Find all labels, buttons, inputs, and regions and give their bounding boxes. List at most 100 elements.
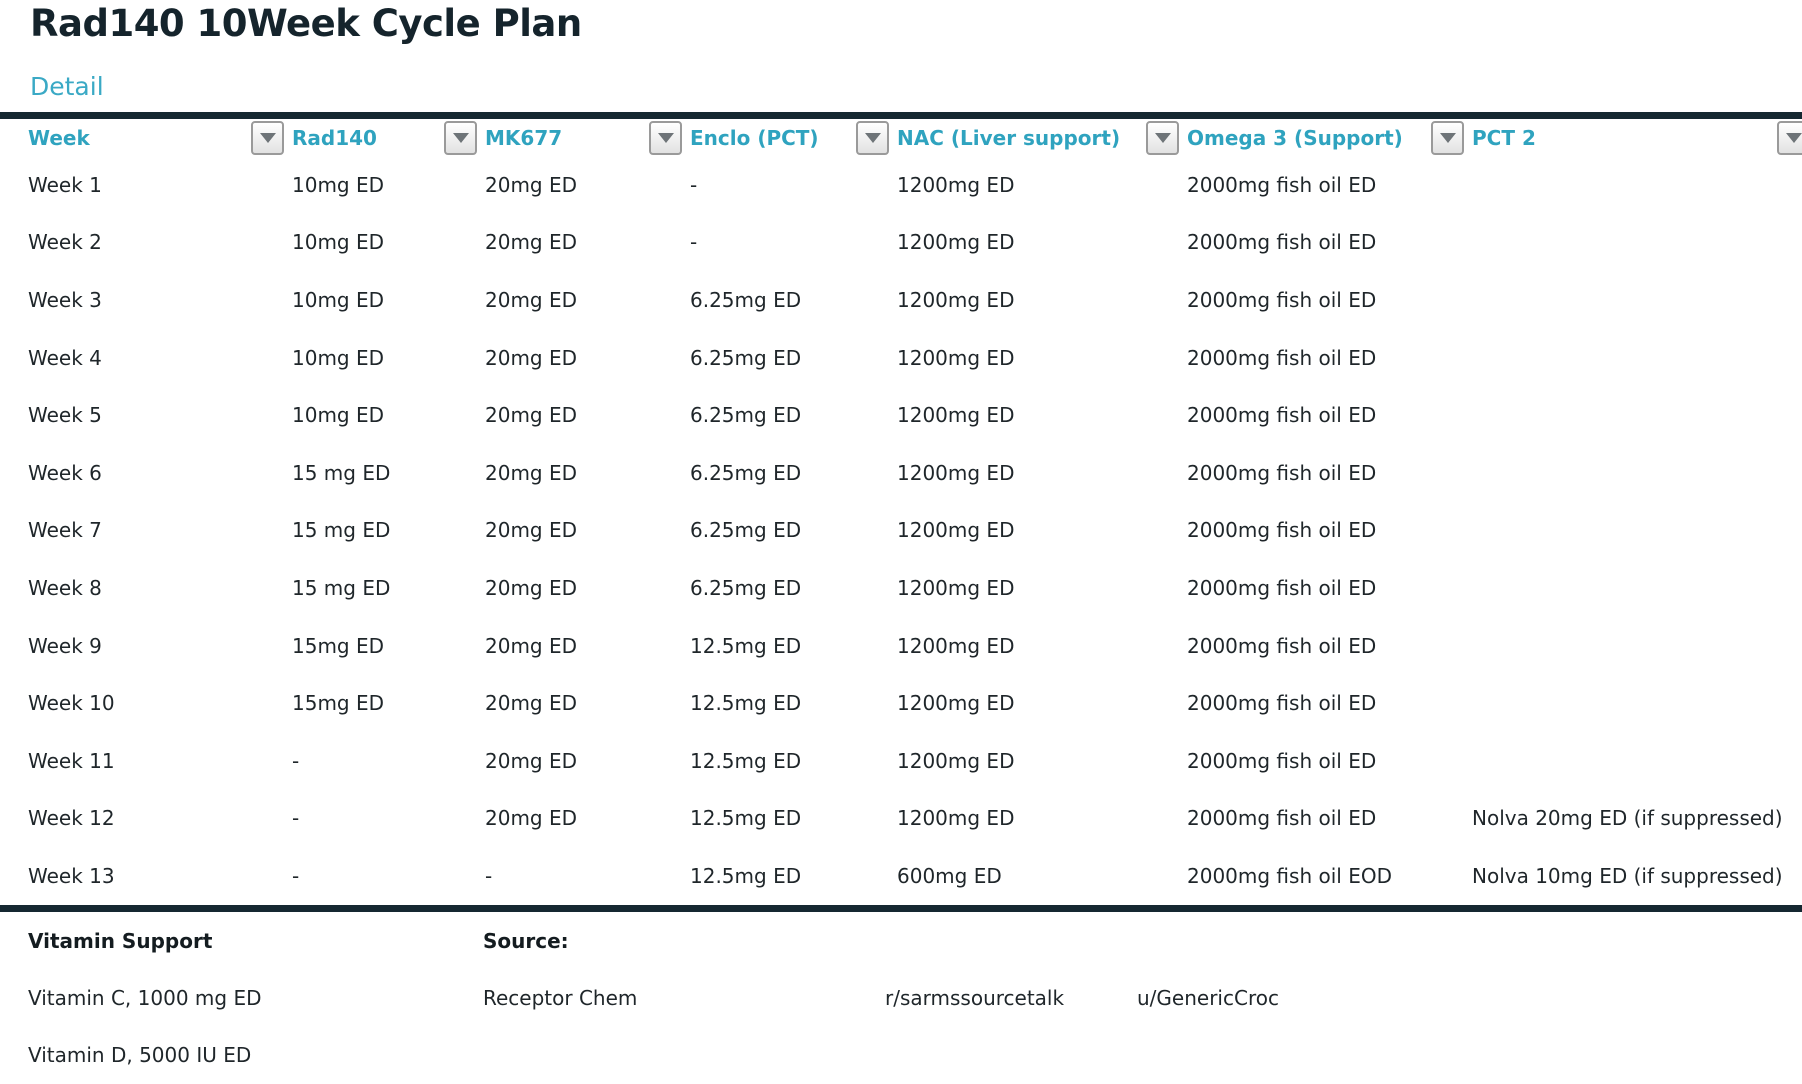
table-cell: 12.5mg ED bbox=[690, 633, 802, 658]
table-cell: Week 5 bbox=[28, 403, 102, 428]
table-cell: 600mg ED bbox=[897, 863, 1002, 888]
footer-header-row: Vitamin Support Source: bbox=[0, 912, 1802, 969]
table-cell: Week 12 bbox=[28, 806, 115, 831]
filter-dropdown-button[interactable] bbox=[649, 121, 682, 155]
table-cell: 1200mg ED bbox=[897, 748, 1015, 773]
source-heading: Source: bbox=[483, 928, 569, 953]
table-cell: Week 10 bbox=[28, 691, 115, 716]
table-cell: Week 6 bbox=[28, 460, 102, 485]
table-cell: 1200mg ED bbox=[897, 806, 1015, 831]
table-cell: 1200mg ED bbox=[897, 287, 1015, 312]
filter-dropdown-button[interactable] bbox=[856, 121, 889, 155]
footer-divider bbox=[0, 905, 1802, 912]
table-cell: 10mg ED bbox=[292, 230, 385, 255]
table-cell: 2000mg fish oil ED bbox=[1187, 691, 1377, 716]
table-cell: Week 2 bbox=[28, 230, 102, 255]
table-cell: 20mg ED bbox=[485, 633, 578, 658]
table-cell: 1200mg ED bbox=[897, 403, 1015, 428]
table-cell: 6.25mg ED bbox=[690, 460, 802, 485]
table-cell: Nolva 20mg ED (if suppressed) bbox=[1472, 806, 1783, 831]
table-cell: 20mg ED bbox=[485, 691, 578, 716]
table-cell: 6.25mg ED bbox=[690, 287, 802, 312]
vitamin-support-heading: Vitamin Support bbox=[28, 928, 213, 953]
source-user: u/GenericCroc bbox=[1137, 986, 1279, 1011]
tab-detail[interactable]: Detail bbox=[30, 72, 104, 101]
table-cell: 6.25mg ED bbox=[690, 403, 802, 428]
footer-row: Vitamin C, 1000 mg ED Receptor Chem r/sa… bbox=[0, 969, 1802, 1026]
table-body: Week 1 10mg ED 20mg ED - 1200mg ED 2000mg fis… bbox=[0, 156, 1802, 905]
table-cell: 2000mg fish oil ED bbox=[1187, 575, 1377, 600]
column-header-label: Omega 3 (Support) bbox=[1187, 126, 1403, 150]
table-cell: Week 7 bbox=[28, 518, 102, 543]
column-header-label: MK677 bbox=[485, 126, 563, 150]
table-cell: 2000mg fish oil ED bbox=[1187, 806, 1377, 831]
table-cell: 1200mg ED bbox=[897, 345, 1015, 370]
table-cell: 6.25mg ED bbox=[690, 518, 802, 543]
table-header-row: Week Rad140 MK677 Enclo (PCT) NAC (Liver sup… bbox=[0, 119, 1802, 157]
footer-section: Vitamin Support Source: Vitamin C, 1000 … bbox=[0, 912, 1802, 1084]
table-cell: 20mg ED bbox=[485, 460, 578, 485]
table-row: Week 13 - - 12.5mg ED 600mg ED 2000mg fish oi… bbox=[0, 847, 1802, 905]
column-header-rad140: Rad140 bbox=[292, 119, 485, 157]
column-header-label: Rad140 bbox=[292, 126, 377, 150]
filter-dropdown-button[interactable] bbox=[1777, 121, 1802, 155]
table-cell: - bbox=[485, 863, 493, 888]
source-name: Receptor Chem bbox=[483, 986, 638, 1011]
table-cell: 15 mg ED bbox=[292, 518, 391, 543]
table-cell: 1200mg ED bbox=[897, 518, 1015, 543]
table-cell: 10mg ED bbox=[292, 287, 385, 312]
table-cell: - bbox=[292, 806, 300, 831]
chevron-down-icon bbox=[864, 133, 881, 143]
table-cell: - bbox=[292, 863, 300, 888]
table-cell: Nolva 10mg ED (if suppressed) bbox=[1472, 863, 1783, 888]
table-cell: 20mg ED bbox=[485, 575, 578, 600]
table-cell: - bbox=[690, 230, 698, 255]
table-cell: 10mg ED bbox=[292, 345, 385, 370]
chevron-down-icon bbox=[259, 133, 276, 143]
table-cell: 2000mg fish oil ED bbox=[1187, 633, 1377, 658]
header-divider bbox=[0, 112, 1802, 119]
table-cell: 12.5mg ED bbox=[690, 863, 802, 888]
table-cell: 2000mg fish oil ED bbox=[1187, 460, 1377, 485]
column-header-nac-liver-support: NAC (Liver support) bbox=[897, 119, 1187, 157]
filter-dropdown-button[interactable] bbox=[1146, 121, 1179, 155]
column-header-omega-3-support: Omega 3 (Support) bbox=[1187, 119, 1472, 157]
table-cell: 20mg ED bbox=[485, 172, 578, 197]
filter-dropdown-button[interactable] bbox=[1431, 121, 1464, 155]
table-cell: 2000mg fish oil EOD bbox=[1187, 863, 1392, 888]
table-cell: 2000mg fish oil ED bbox=[1187, 345, 1377, 370]
table-cell: Week 8 bbox=[28, 575, 102, 600]
table-cell: 6.25mg ED bbox=[690, 575, 802, 600]
table-cell: 15 mg ED bbox=[292, 575, 391, 600]
table-cell: 15mg ED bbox=[292, 691, 385, 716]
footer-row: Vitamin D, 5000 IU ED bbox=[0, 1027, 1802, 1084]
table-cell: 12.5mg ED bbox=[690, 691, 802, 716]
table-cell: Week 11 bbox=[28, 748, 115, 773]
table-cell: 20mg ED bbox=[485, 748, 578, 773]
table-cell: 1200mg ED bbox=[897, 575, 1015, 600]
table-cell: Week 1 bbox=[28, 172, 102, 197]
table-cell: - bbox=[292, 748, 300, 773]
filter-dropdown-button[interactable] bbox=[444, 121, 477, 155]
table-cell: 12.5mg ED bbox=[690, 806, 802, 831]
table-cell: 10mg ED bbox=[292, 172, 385, 197]
table-row: Week 7 15 mg ED 20mg ED 6.25mg ED 1200mg ED 2… bbox=[0, 502, 1802, 560]
column-header-label: Week bbox=[28, 126, 90, 150]
chevron-down-icon bbox=[657, 133, 674, 143]
table-cell: 1200mg ED bbox=[897, 172, 1015, 197]
table-cell: 10mg ED bbox=[292, 403, 385, 428]
table-cell: 20mg ED bbox=[485, 230, 578, 255]
table-cell: 20mg ED bbox=[485, 806, 578, 831]
table-cell: 20mg ED bbox=[485, 287, 578, 312]
table-row: Week 5 10mg ED 20mg ED 6.25mg ED 1200mg ED 20… bbox=[0, 386, 1802, 444]
column-header-mk677: MK677 bbox=[485, 119, 690, 157]
table-row: Week 11 - 20mg ED 12.5mg ED 1200mg ED 2000mg … bbox=[0, 732, 1802, 790]
filter-dropdown-button[interactable] bbox=[251, 121, 284, 155]
table-row: Week 4 10mg ED 20mg ED 6.25mg ED 1200mg ED 20… bbox=[0, 329, 1802, 387]
table-row: Week 6 15 mg ED 20mg ED 6.25mg ED 1200mg ED 2… bbox=[0, 444, 1802, 502]
page-title: Rad140 10Week Cycle Plan bbox=[30, 2, 582, 45]
table-row: Week 8 15 mg ED 20mg ED 6.25mg ED 1200mg ED 2… bbox=[0, 559, 1802, 617]
table-cell: 1200mg ED bbox=[897, 691, 1015, 716]
table-cell: 2000mg fish oil ED bbox=[1187, 518, 1377, 543]
